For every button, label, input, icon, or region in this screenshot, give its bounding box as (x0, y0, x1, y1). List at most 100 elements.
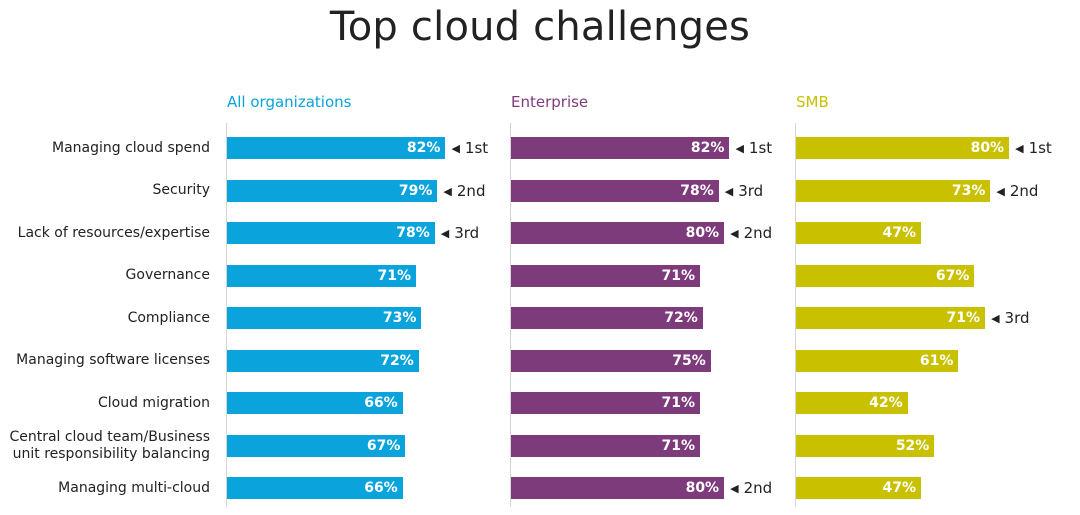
category-label: Central cloud team/Business unit responsi… (0, 429, 210, 463)
rank-marker: ◀ 1st (735, 137, 772, 159)
rank-marker: ◀ 3rd (725, 180, 763, 202)
bar (511, 179, 719, 202)
bar (796, 349, 959, 372)
bar-value-label: 78% (680, 182, 714, 199)
category-label: Managing software licenses (0, 352, 210, 369)
bar (227, 392, 403, 414)
category-label-line: Compliance (127, 309, 210, 326)
bar (227, 434, 406, 457)
bar (511, 264, 701, 287)
triangle-left-icon: ◀ (451, 142, 460, 155)
bar-value-label: 72% (664, 310, 698, 326)
bar-value-label: 71% (661, 395, 696, 411)
category-label: Managing multi-cloud (0, 480, 210, 497)
category-label-line: Managing multi-cloud (58, 479, 210, 496)
rank-marker: ◀ 2nd (730, 477, 772, 499)
bar (511, 137, 730, 159)
bar (227, 349, 419, 372)
rank-label: 2nd (1009, 181, 1039, 200)
rank-label: 2nd (743, 479, 773, 497)
bar (511, 307, 703, 329)
bar (796, 179, 991, 202)
bar-value-label: 47% (882, 480, 916, 496)
bar (796, 477, 921, 499)
bar (796, 307, 986, 329)
bar (511, 349, 711, 372)
bar-value-label: 72% (380, 352, 414, 369)
category-label: Cloud migration (0, 395, 210, 412)
bar-value-label: 52% (895, 437, 930, 454)
category-label: Compliance (0, 310, 210, 327)
bar (227, 477, 403, 499)
rank-label: 3rd (738, 181, 764, 200)
rank-label: 2nd (743, 224, 773, 242)
category-label-line: Security (152, 182, 211, 198)
bar-value-label: 66% (364, 480, 398, 496)
bar-value-label: 80% (685, 225, 720, 241)
rank-label: 1st (748, 139, 773, 157)
series-title: SMB (796, 93, 829, 111)
triangle-left-icon: ◀ (735, 142, 744, 155)
rank-marker: ◀ 2nd (730, 222, 772, 244)
bar-value-label: 75% (672, 352, 706, 369)
bar (227, 307, 422, 329)
bar (227, 137, 446, 159)
rank-label: 3rd (454, 224, 480, 242)
triangle-left-icon: ◀ (724, 184, 734, 198)
category-label-line: Managing cloud spend (51, 139, 210, 156)
bar (511, 392, 701, 414)
triangle-left-icon: ◀ (996, 184, 1005, 198)
bar-value-label: 67% (366, 437, 401, 454)
rank-marker: ◀ 3rd (441, 222, 479, 244)
category-label-line: Central cloud team/Business (9, 428, 210, 445)
bar-value-label: 73% (382, 310, 417, 326)
category-label-line: Managing software licenses (16, 352, 210, 368)
category-label: Governance (0, 267, 210, 284)
series-title: Enterprise (511, 93, 589, 111)
bar-value-label: 79% (398, 182, 433, 199)
bar-value-label: 82% (406, 140, 441, 156)
axis-line (226, 123, 227, 507)
category-label-line: Lack of resources/expertise (17, 224, 210, 241)
series-title: All organizations (227, 93, 352, 111)
bar-value-label: 73% (951, 182, 986, 199)
bar-value-label: 71% (661, 437, 696, 454)
bar (796, 222, 921, 244)
bar-value-label: 42% (869, 395, 903, 411)
bar-value-label: 71% (661, 267, 696, 284)
bar-value-label: 71% (946, 310, 981, 326)
bar (227, 222, 435, 244)
bar (511, 434, 701, 457)
bar-value-label: 78% (396, 225, 430, 241)
axis-line (510, 123, 511, 507)
bar (796, 264, 975, 287)
rank-label: 2nd (456, 181, 486, 200)
triangle-left-icon: ◀ (730, 482, 739, 495)
chart-title: Top cloud challenges (329, 4, 751, 50)
category-label-line: Cloud migration (97, 394, 210, 411)
bar (511, 477, 725, 499)
rank-marker: ◀ 3rd (991, 307, 1029, 329)
bar-value-label: 67% (935, 267, 970, 284)
rank-label: 1st (1028, 139, 1052, 157)
rank-marker: ◀ 2nd (443, 180, 485, 202)
triangle-left-icon: ◀ (443, 184, 452, 198)
bar (227, 264, 417, 287)
category-label: Lack of resources/expertise (0, 225, 210, 242)
triangle-left-icon: ◀ (730, 227, 739, 240)
bar-value-label: 66% (364, 395, 398, 411)
rank-label: 3rd (1004, 309, 1030, 327)
bar-value-label: 47% (882, 225, 916, 241)
axis-line (795, 123, 796, 507)
rank-marker: ◀ 2nd (996, 180, 1038, 202)
bar (796, 392, 908, 414)
rank-label: 1st (464, 139, 489, 157)
bar-value-label: 82% (690, 140, 725, 156)
bar (796, 137, 1010, 159)
bar-value-label: 80% (970, 140, 1005, 156)
bar (227, 179, 438, 202)
bar (511, 222, 725, 244)
triangle-left-icon: ◀ (440, 227, 450, 240)
category-label-line: Governance (125, 267, 210, 283)
